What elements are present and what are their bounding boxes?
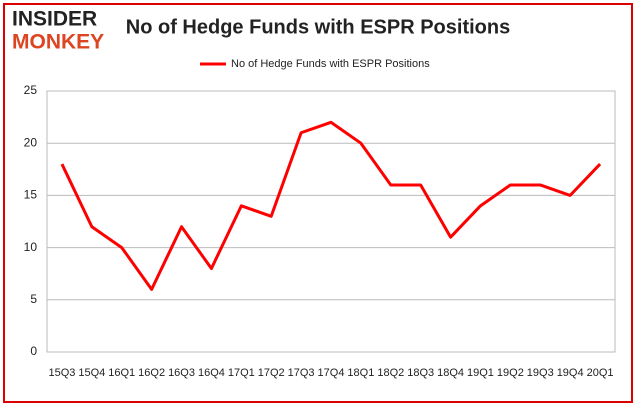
x-tick-label: 16Q3 <box>168 367 195 379</box>
x-tick-label: 16Q4 <box>198 367 225 379</box>
x-tick-label: 18Q1 <box>347 367 374 379</box>
x-tick-label: 17Q1 <box>228 367 255 379</box>
y-tick-label: 5 <box>30 292 37 306</box>
x-tick-label: 20Q1 <box>587 367 614 379</box>
logo-top: INSIDER <box>12 8 97 31</box>
x-tick-label: 15Q4 <box>78 367 105 379</box>
x-tick-label: 15Q3 <box>48 367 75 379</box>
x-tick-label: 18Q3 <box>407 367 434 379</box>
x-tick-label: 19Q3 <box>527 367 554 379</box>
data-line <box>60 120 602 291</box>
x-tick-label: 18Q4 <box>437 367 464 379</box>
y-tick-label: 0 <box>30 344 37 358</box>
y-tick-label: 10 <box>24 240 38 254</box>
x-tick-label: 17Q3 <box>288 367 315 379</box>
x-tick-label: 18Q2 <box>377 367 404 379</box>
y-tick-label: 25 <box>24 83 38 97</box>
chart-title: No of Hedge Funds with ESPR Positions <box>126 16 510 38</box>
x-tick-label: 19Q1 <box>467 367 494 379</box>
logo-bottom: MONKEY <box>12 31 104 54</box>
legend-label: No of Hedge Funds with ESPR Positions <box>231 58 430 70</box>
x-tick-label: 19Q4 <box>557 367 584 379</box>
y-tick-label: 20 <box>24 135 38 149</box>
x-tick-label: 16Q2 <box>138 367 165 379</box>
x-tick-label: 17Q2 <box>258 367 285 379</box>
frame <box>3 3 633 403</box>
x-tick-label: 17Q4 <box>318 367 345 379</box>
x-tick-label: 16Q1 <box>108 367 135 379</box>
x-tick-label: 19Q2 <box>497 367 524 379</box>
y-tick-label: 15 <box>24 188 38 202</box>
